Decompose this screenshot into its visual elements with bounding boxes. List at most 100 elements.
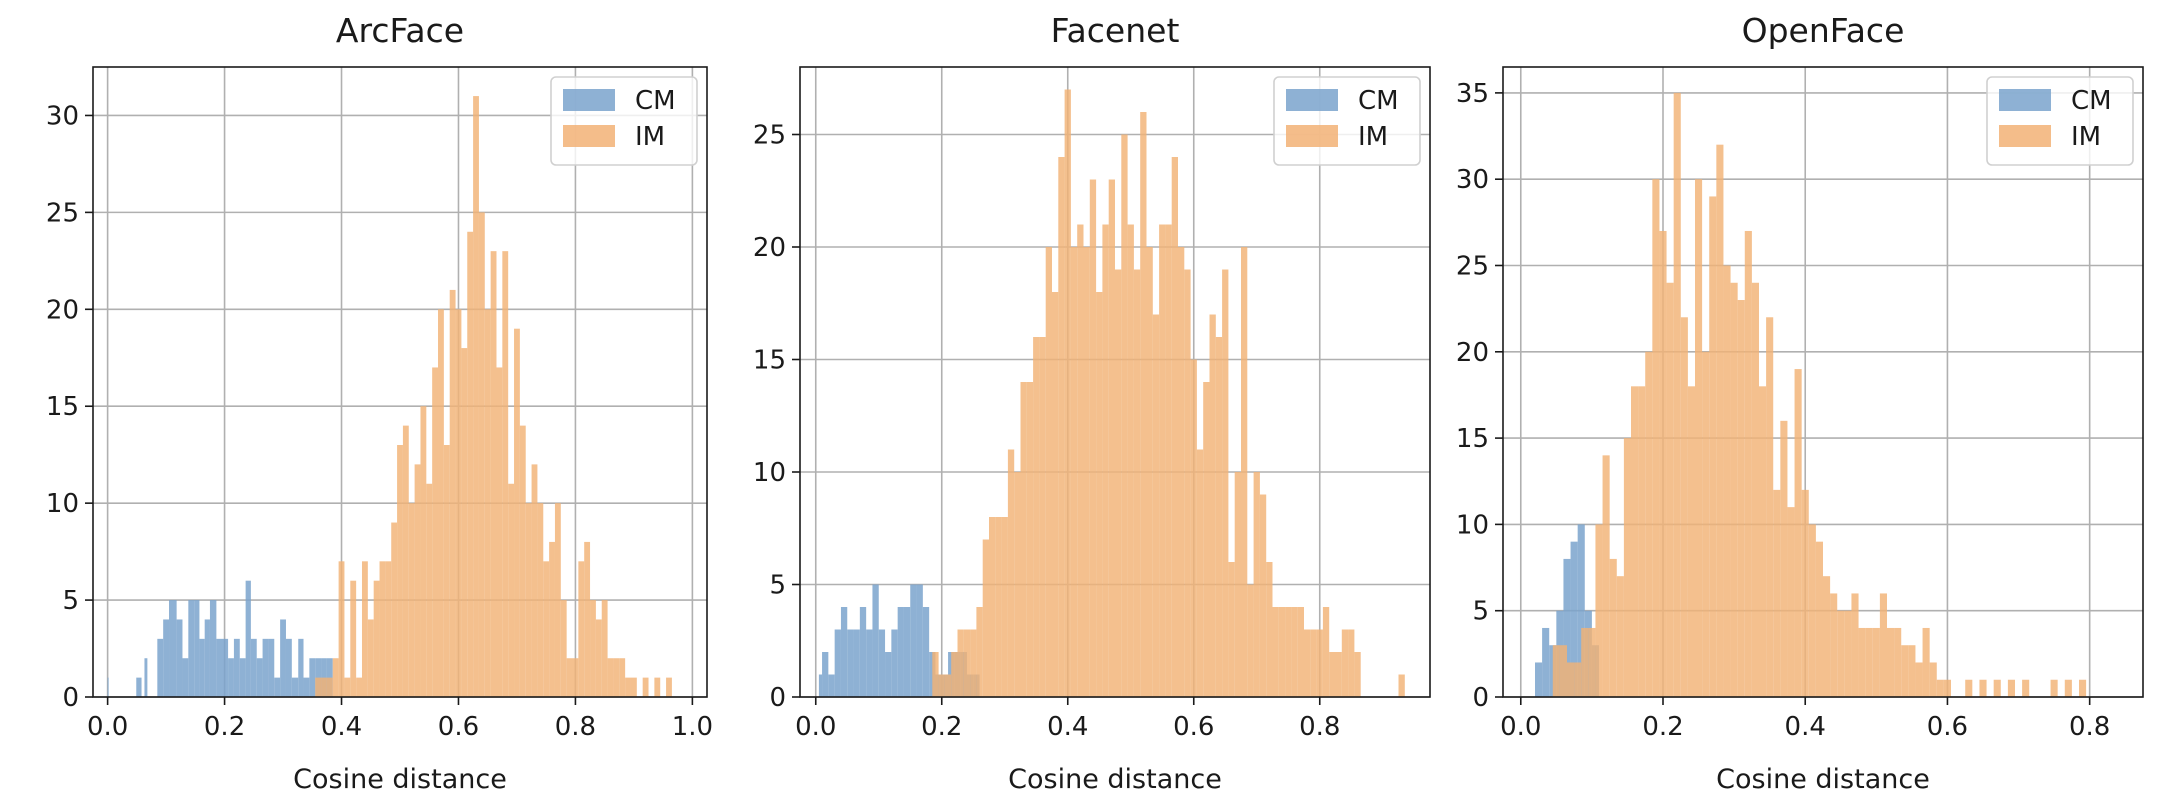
histogram-bar-im bbox=[414, 464, 421, 697]
x-tick-label: 0.0 bbox=[795, 712, 836, 742]
histogram-bar-im bbox=[1152, 314, 1160, 697]
histogram-bar-im bbox=[1039, 337, 1046, 697]
series-im bbox=[1552, 92, 2087, 698]
histogram-bar-im bbox=[1291, 607, 1298, 697]
histogram-bar-im bbox=[1007, 449, 1015, 697]
histogram-bar-cm bbox=[209, 600, 217, 697]
chart-panel-facenet: 0.0 0.2 0.4 0.6 0.8 0 5 10 15 20 25 Facenet Cosine d… bbox=[753, 11, 1431, 795]
histogram-bar-cm bbox=[1542, 627, 1550, 697]
histogram-bar-cm bbox=[897, 607, 904, 697]
y-tick-label: 10 bbox=[46, 489, 79, 519]
histogram-bar-im bbox=[1965, 679, 1973, 697]
histogram-bar-im bbox=[397, 445, 403, 697]
histogram-bar-im bbox=[1879, 593, 1887, 697]
legend-swatch-im bbox=[1999, 125, 2051, 147]
histogram-bar-im bbox=[970, 629, 977, 697]
histogram-bar-im bbox=[1209, 314, 1216, 697]
x-axis-label: Cosine distance bbox=[1008, 764, 1222, 795]
x-tick-label: 0.2 bbox=[921, 712, 962, 742]
histogram-bar-im bbox=[1588, 627, 1596, 697]
y-tick-label: 10 bbox=[753, 458, 786, 488]
histogram-bar-im bbox=[321, 677, 327, 697]
histogram-bar-im bbox=[1058, 157, 1065, 697]
x-tick-label: 0.2 bbox=[204, 712, 245, 742]
histogram-bar-im bbox=[2050, 679, 2058, 697]
histogram-bar-im bbox=[1121, 134, 1128, 697]
histogram-bar-cm bbox=[216, 638, 229, 697]
histogram-bar-im bbox=[1709, 196, 1717, 697]
histogram-bar-im bbox=[502, 251, 509, 697]
histogram-bar-im bbox=[1872, 627, 1880, 697]
histogram-bar-cm bbox=[169, 600, 177, 697]
histogram-bar-im bbox=[1285, 607, 1292, 697]
histogram-bar-cm bbox=[866, 629, 873, 697]
legend-label-cm: CM bbox=[2071, 86, 2112, 116]
histogram-bar-im bbox=[1631, 386, 1639, 697]
histogram-bar-im bbox=[566, 658, 573, 697]
histogram-bar-cm bbox=[885, 652, 892, 697]
legend-swatch-im bbox=[563, 125, 615, 147]
histogram-bar-cm bbox=[847, 629, 854, 697]
histogram-bar-im bbox=[560, 600, 567, 697]
y-tick-label: 20 bbox=[1456, 338, 1489, 368]
histogram-bar-im bbox=[554, 503, 561, 697]
histogram-bar-im bbox=[1695, 179, 1703, 698]
histogram-bar-cm bbox=[309, 658, 316, 697]
histogram-bar-cm bbox=[107, 677, 109, 697]
histogram-bar-im bbox=[361, 561, 368, 697]
legend-label-im: IM bbox=[1358, 122, 1388, 152]
histogram-bar-im bbox=[438, 309, 444, 697]
histogram-bar-cm bbox=[1577, 524, 1585, 697]
histogram-bar-im bbox=[1001, 517, 1008, 697]
histogram-bar-cm bbox=[157, 638, 164, 697]
y-tick-label: 25 bbox=[753, 121, 786, 151]
histogram-bar-im bbox=[1595, 524, 1603, 697]
histogram-bar-im bbox=[1737, 300, 1745, 697]
histogram-bar-im bbox=[1178, 247, 1185, 697]
histogram-bar-im bbox=[1310, 629, 1317, 697]
histogram-bar-im bbox=[630, 677, 637, 697]
histogram-bar-im bbox=[350, 580, 357, 697]
histogram-bar-cm bbox=[859, 607, 867, 697]
histogram-bar-im bbox=[1673, 92, 1681, 698]
chart-title: Facenet bbox=[1051, 11, 1180, 50]
histogram-bar-im bbox=[1616, 576, 1624, 697]
histogram-bar-im bbox=[473, 96, 479, 698]
histogram-bar-im bbox=[1623, 438, 1631, 697]
axes-frame bbox=[92, 66, 708, 698]
histogram-bar-im bbox=[1159, 224, 1166, 697]
y-tick-label: 20 bbox=[753, 233, 786, 263]
histogram-bar-im bbox=[1348, 629, 1355, 697]
histogram-bar-im bbox=[332, 658, 339, 697]
histogram-bar-im bbox=[1901, 645, 1909, 697]
histogram-bar-im bbox=[1815, 541, 1823, 697]
histogram-bar-im bbox=[2079, 679, 2087, 697]
histogram-bar-im bbox=[1943, 679, 1951, 697]
series-im bbox=[932, 89, 1405, 697]
histogram-bar-im bbox=[1115, 269, 1122, 697]
histogram-bar-im bbox=[619, 658, 626, 697]
x-tick-label: 0.8 bbox=[555, 712, 596, 742]
histogram-bar-im bbox=[1659, 230, 1667, 697]
histogram-bar-im bbox=[1602, 455, 1610, 697]
histogram-bar-im bbox=[1773, 489, 1781, 697]
histogram-bar-im bbox=[982, 539, 989, 697]
histogram-bar-im bbox=[1751, 282, 1759, 697]
histogram-bar-im bbox=[1184, 269, 1191, 697]
histogram-bar-im bbox=[1070, 247, 1078, 697]
histogram-bar-cm bbox=[262, 638, 269, 697]
series-im bbox=[315, 96, 672, 698]
histogram-bar-cm bbox=[891, 629, 898, 697]
histogram-bar-im bbox=[1808, 524, 1816, 697]
histogram-bar-im bbox=[2064, 679, 2072, 697]
histogram-bar-cm bbox=[176, 619, 183, 697]
histogram-bar-im bbox=[1354, 652, 1361, 697]
histogram-bar-im bbox=[426, 483, 433, 697]
histogram-bar-im bbox=[1089, 179, 1097, 697]
histogram-bar-cm bbox=[188, 600, 195, 697]
histogram-bar-im bbox=[549, 541, 555, 697]
histogram-bar-im bbox=[1666, 282, 1674, 697]
histogram-bar-cm bbox=[910, 584, 917, 697]
histogram-bar-im bbox=[1638, 386, 1646, 697]
histogram-bar-im bbox=[478, 212, 485, 697]
